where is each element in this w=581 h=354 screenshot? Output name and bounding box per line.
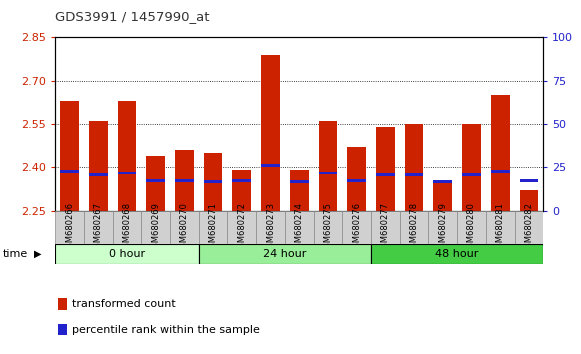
Bar bbox=[342, 211, 371, 244]
Bar bbox=[462, 173, 481, 176]
Text: GSM680267: GSM680267 bbox=[94, 202, 103, 253]
Bar bbox=[141, 211, 170, 244]
Bar bbox=[256, 211, 285, 244]
Bar bbox=[146, 156, 165, 211]
Bar bbox=[204, 180, 223, 183]
Bar bbox=[486, 211, 515, 244]
Text: 24 hour: 24 hour bbox=[263, 249, 307, 259]
Text: GSM680273: GSM680273 bbox=[266, 202, 275, 253]
Bar bbox=[204, 153, 223, 211]
Bar bbox=[170, 211, 199, 244]
Text: GSM680277: GSM680277 bbox=[381, 202, 390, 253]
Bar bbox=[433, 182, 452, 211]
Bar bbox=[462, 124, 481, 211]
Bar bbox=[400, 211, 428, 244]
Bar bbox=[519, 190, 538, 211]
Text: time: time bbox=[3, 249, 28, 259]
Bar bbox=[428, 211, 457, 244]
Bar bbox=[261, 164, 280, 167]
Text: GSM680271: GSM680271 bbox=[209, 202, 218, 253]
Bar bbox=[232, 179, 251, 182]
Bar bbox=[175, 150, 193, 211]
Text: GSM680282: GSM680282 bbox=[525, 202, 533, 253]
Bar bbox=[318, 121, 337, 211]
Text: ▶: ▶ bbox=[34, 249, 41, 259]
Text: GSM680279: GSM680279 bbox=[438, 202, 447, 253]
Bar bbox=[519, 179, 538, 182]
Text: GSM680266: GSM680266 bbox=[65, 202, 74, 253]
Bar bbox=[146, 179, 165, 182]
Bar bbox=[376, 127, 394, 211]
Bar bbox=[371, 211, 400, 244]
Bar bbox=[457, 211, 486, 244]
Bar bbox=[347, 179, 366, 182]
Text: GSM680281: GSM680281 bbox=[496, 202, 505, 253]
Bar bbox=[199, 211, 227, 244]
Bar bbox=[60, 101, 79, 211]
Bar bbox=[55, 244, 199, 264]
Bar bbox=[232, 170, 251, 211]
Bar bbox=[89, 173, 107, 176]
Bar bbox=[84, 211, 113, 244]
Text: GSM680274: GSM680274 bbox=[295, 202, 304, 253]
Text: GSM680272: GSM680272 bbox=[237, 202, 246, 253]
Bar bbox=[371, 244, 543, 264]
Text: percentile rank within the sample: percentile rank within the sample bbox=[72, 325, 260, 335]
Text: 48 hour: 48 hour bbox=[435, 249, 479, 259]
Bar bbox=[491, 95, 510, 211]
Text: GSM680268: GSM680268 bbox=[123, 202, 131, 253]
Bar bbox=[405, 173, 424, 176]
Bar bbox=[117, 172, 137, 175]
Text: GSM680269: GSM680269 bbox=[151, 202, 160, 253]
Bar bbox=[113, 211, 141, 244]
Bar bbox=[199, 244, 371, 264]
Bar bbox=[491, 170, 510, 173]
Bar bbox=[58, 324, 67, 336]
Bar bbox=[290, 180, 309, 183]
Bar bbox=[261, 55, 280, 211]
Text: GSM680278: GSM680278 bbox=[410, 202, 418, 253]
Bar bbox=[318, 172, 337, 175]
Bar bbox=[58, 298, 67, 310]
Bar bbox=[285, 211, 314, 244]
Bar bbox=[227, 211, 256, 244]
Text: GDS3991 / 1457990_at: GDS3991 / 1457990_at bbox=[55, 10, 210, 23]
Bar bbox=[290, 170, 309, 211]
Bar bbox=[405, 124, 424, 211]
Bar bbox=[175, 179, 193, 182]
Text: GSM680280: GSM680280 bbox=[467, 202, 476, 253]
Bar bbox=[376, 173, 394, 176]
Text: GSM680270: GSM680270 bbox=[180, 202, 189, 253]
Bar bbox=[55, 211, 84, 244]
Bar bbox=[515, 211, 543, 244]
Bar bbox=[60, 170, 79, 173]
Text: transformed count: transformed count bbox=[72, 299, 176, 309]
Text: GSM680276: GSM680276 bbox=[352, 202, 361, 253]
Bar bbox=[314, 211, 342, 244]
Bar bbox=[89, 121, 107, 211]
Bar bbox=[433, 180, 452, 183]
Bar bbox=[347, 147, 366, 211]
Text: GSM680275: GSM680275 bbox=[324, 202, 332, 253]
Bar bbox=[117, 101, 137, 211]
Text: 0 hour: 0 hour bbox=[109, 249, 145, 259]
